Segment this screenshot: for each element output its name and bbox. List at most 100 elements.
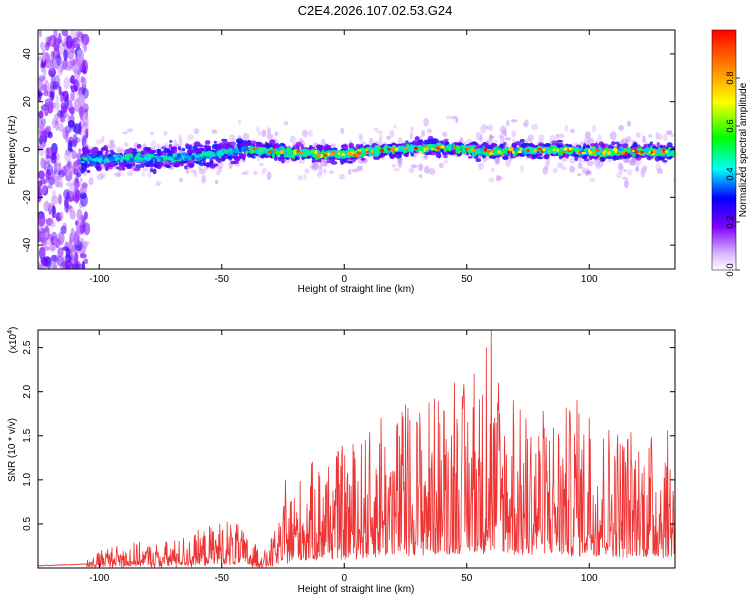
spectrogram-cell xyxy=(201,174,207,184)
spectrogram-cell xyxy=(284,158,291,164)
spectrogram-cell xyxy=(126,160,131,164)
spectrogram-cell xyxy=(408,167,415,174)
spectrogram-cell xyxy=(356,165,363,172)
spectrogram-cell xyxy=(440,145,445,149)
spectrogram-cell xyxy=(426,139,432,144)
spectrogram-cell xyxy=(662,160,668,163)
spectrogram-cell xyxy=(386,135,391,140)
spectrogram-cell xyxy=(81,182,88,189)
spectrogram-x-label: Height of straight line (km) xyxy=(298,284,415,295)
spectrogram-cell xyxy=(163,130,168,136)
spectrogram-cell xyxy=(413,141,420,145)
spectrogram-cell xyxy=(229,151,234,155)
spectrogram-cell xyxy=(660,150,664,155)
spectrogram-cell xyxy=(99,172,106,178)
spectrogram-cell xyxy=(340,160,344,165)
snr-y-scale: (x104) xyxy=(7,327,19,354)
spectrogram-cell xyxy=(101,135,105,144)
chart-title: C2E4.2026.107.02.53.G24 xyxy=(298,3,453,18)
spectrogram-cell xyxy=(84,211,88,220)
spectrogram-cell xyxy=(312,163,320,171)
spectrogram-cell xyxy=(526,138,532,143)
spectrogram-cell xyxy=(556,148,560,152)
spectrogram-cell xyxy=(38,30,42,38)
snr-y-ticks: 0.5 1.0 1.5 2.0 2.5 xyxy=(22,340,675,531)
spectrogram-cell xyxy=(261,129,267,138)
spectrogram-cell xyxy=(67,161,71,168)
spectrogram-cell xyxy=(63,189,71,200)
spectrogram-cell xyxy=(289,135,296,144)
colorbar-label: Normalized spectral amplitude xyxy=(738,82,749,217)
spectrogram-cell xyxy=(299,151,304,155)
spectrogram-cell xyxy=(156,148,162,152)
spectrogram-cell xyxy=(40,178,49,184)
spectrogram-cell xyxy=(82,240,90,246)
spectrogram-cell xyxy=(409,131,413,140)
spectrogram-cell xyxy=(48,63,55,71)
spectrogram-cell xyxy=(47,131,53,139)
spectrogram-cell xyxy=(50,175,56,180)
spectrogram-cell xyxy=(501,148,505,153)
spectrogram-cell xyxy=(370,149,374,154)
spectrogram-cell xyxy=(557,152,564,156)
spectrogram-cell xyxy=(53,254,59,263)
spectrogram-cell xyxy=(184,154,190,159)
spectrogram-cell xyxy=(76,49,85,62)
spectrogram-panel: -100 -50 0 50 100 -40 -20 0 20 40 Height of stra… xyxy=(7,29,676,295)
spectrogram-cell xyxy=(252,147,257,151)
spectrogram-cell xyxy=(38,75,42,86)
spectrogram-cell xyxy=(483,147,487,152)
snr-frame xyxy=(37,329,676,569)
spectrogram-cell xyxy=(292,144,300,149)
spectrogram-cell xyxy=(500,134,505,144)
spectrogram-cell xyxy=(481,151,487,155)
spectrogram-cell xyxy=(297,175,303,181)
spectrogram-cell xyxy=(73,168,79,176)
spectrogram-cell xyxy=(173,157,179,161)
spectrogram-cell xyxy=(96,165,101,171)
spectrogram-cell xyxy=(379,148,385,153)
colorbar: 0.0 0.2 0.4 0.6 0.8 Normalized spectral ampl… xyxy=(711,29,749,277)
spectrogram-cell xyxy=(42,156,51,170)
spectrogram-cell xyxy=(423,117,429,127)
spectrogram-cell xyxy=(40,104,49,112)
spectrogram-cell xyxy=(64,149,72,163)
spectrogram-cell xyxy=(635,132,641,138)
spectrogram-cell xyxy=(631,149,636,153)
spectrogram-cell xyxy=(228,147,233,151)
spectrogram-cell xyxy=(383,144,389,150)
spectrogram-cell xyxy=(65,264,70,269)
spectrogram-cell xyxy=(663,133,668,142)
spectrogram-cell xyxy=(641,135,646,144)
spectrogram-cell xyxy=(560,166,567,171)
spectrogram-cell xyxy=(461,151,467,155)
spectrogram-cell xyxy=(569,157,576,164)
spectrogram-cell xyxy=(595,148,600,152)
spectrogram-cell xyxy=(283,120,289,126)
spectrogram-cell xyxy=(348,148,355,152)
spectrogram-cell xyxy=(340,156,346,159)
spectrogram-cell xyxy=(221,140,229,145)
spectrogram-cell xyxy=(450,116,458,120)
spectrogram-cell xyxy=(584,131,591,139)
spectrogram-cell xyxy=(410,164,418,169)
spectrogram-cell xyxy=(128,153,134,158)
spectrogram-cell xyxy=(637,146,643,152)
spectrogram-cell xyxy=(308,152,312,156)
spectrogram-cell xyxy=(216,170,220,176)
spectrogram-cell xyxy=(73,232,78,246)
spectrogram-cell xyxy=(538,134,545,143)
spectrogram-cell xyxy=(504,137,512,141)
spectrogram-cell xyxy=(244,170,250,176)
spectrogram-cell xyxy=(552,148,556,151)
spectrogram-cell xyxy=(557,133,565,139)
spectrogram-cell xyxy=(475,158,482,163)
spectrogram-cell xyxy=(104,155,109,159)
spectrogram-cell xyxy=(649,141,653,146)
spectrogram-cell xyxy=(327,152,331,157)
spectrogram-cell xyxy=(38,195,42,203)
spectrogram-cell xyxy=(378,138,382,147)
spectrogram-cell xyxy=(126,128,134,133)
spectrogram-cell xyxy=(41,48,46,63)
spectrogram-cell xyxy=(68,206,73,214)
